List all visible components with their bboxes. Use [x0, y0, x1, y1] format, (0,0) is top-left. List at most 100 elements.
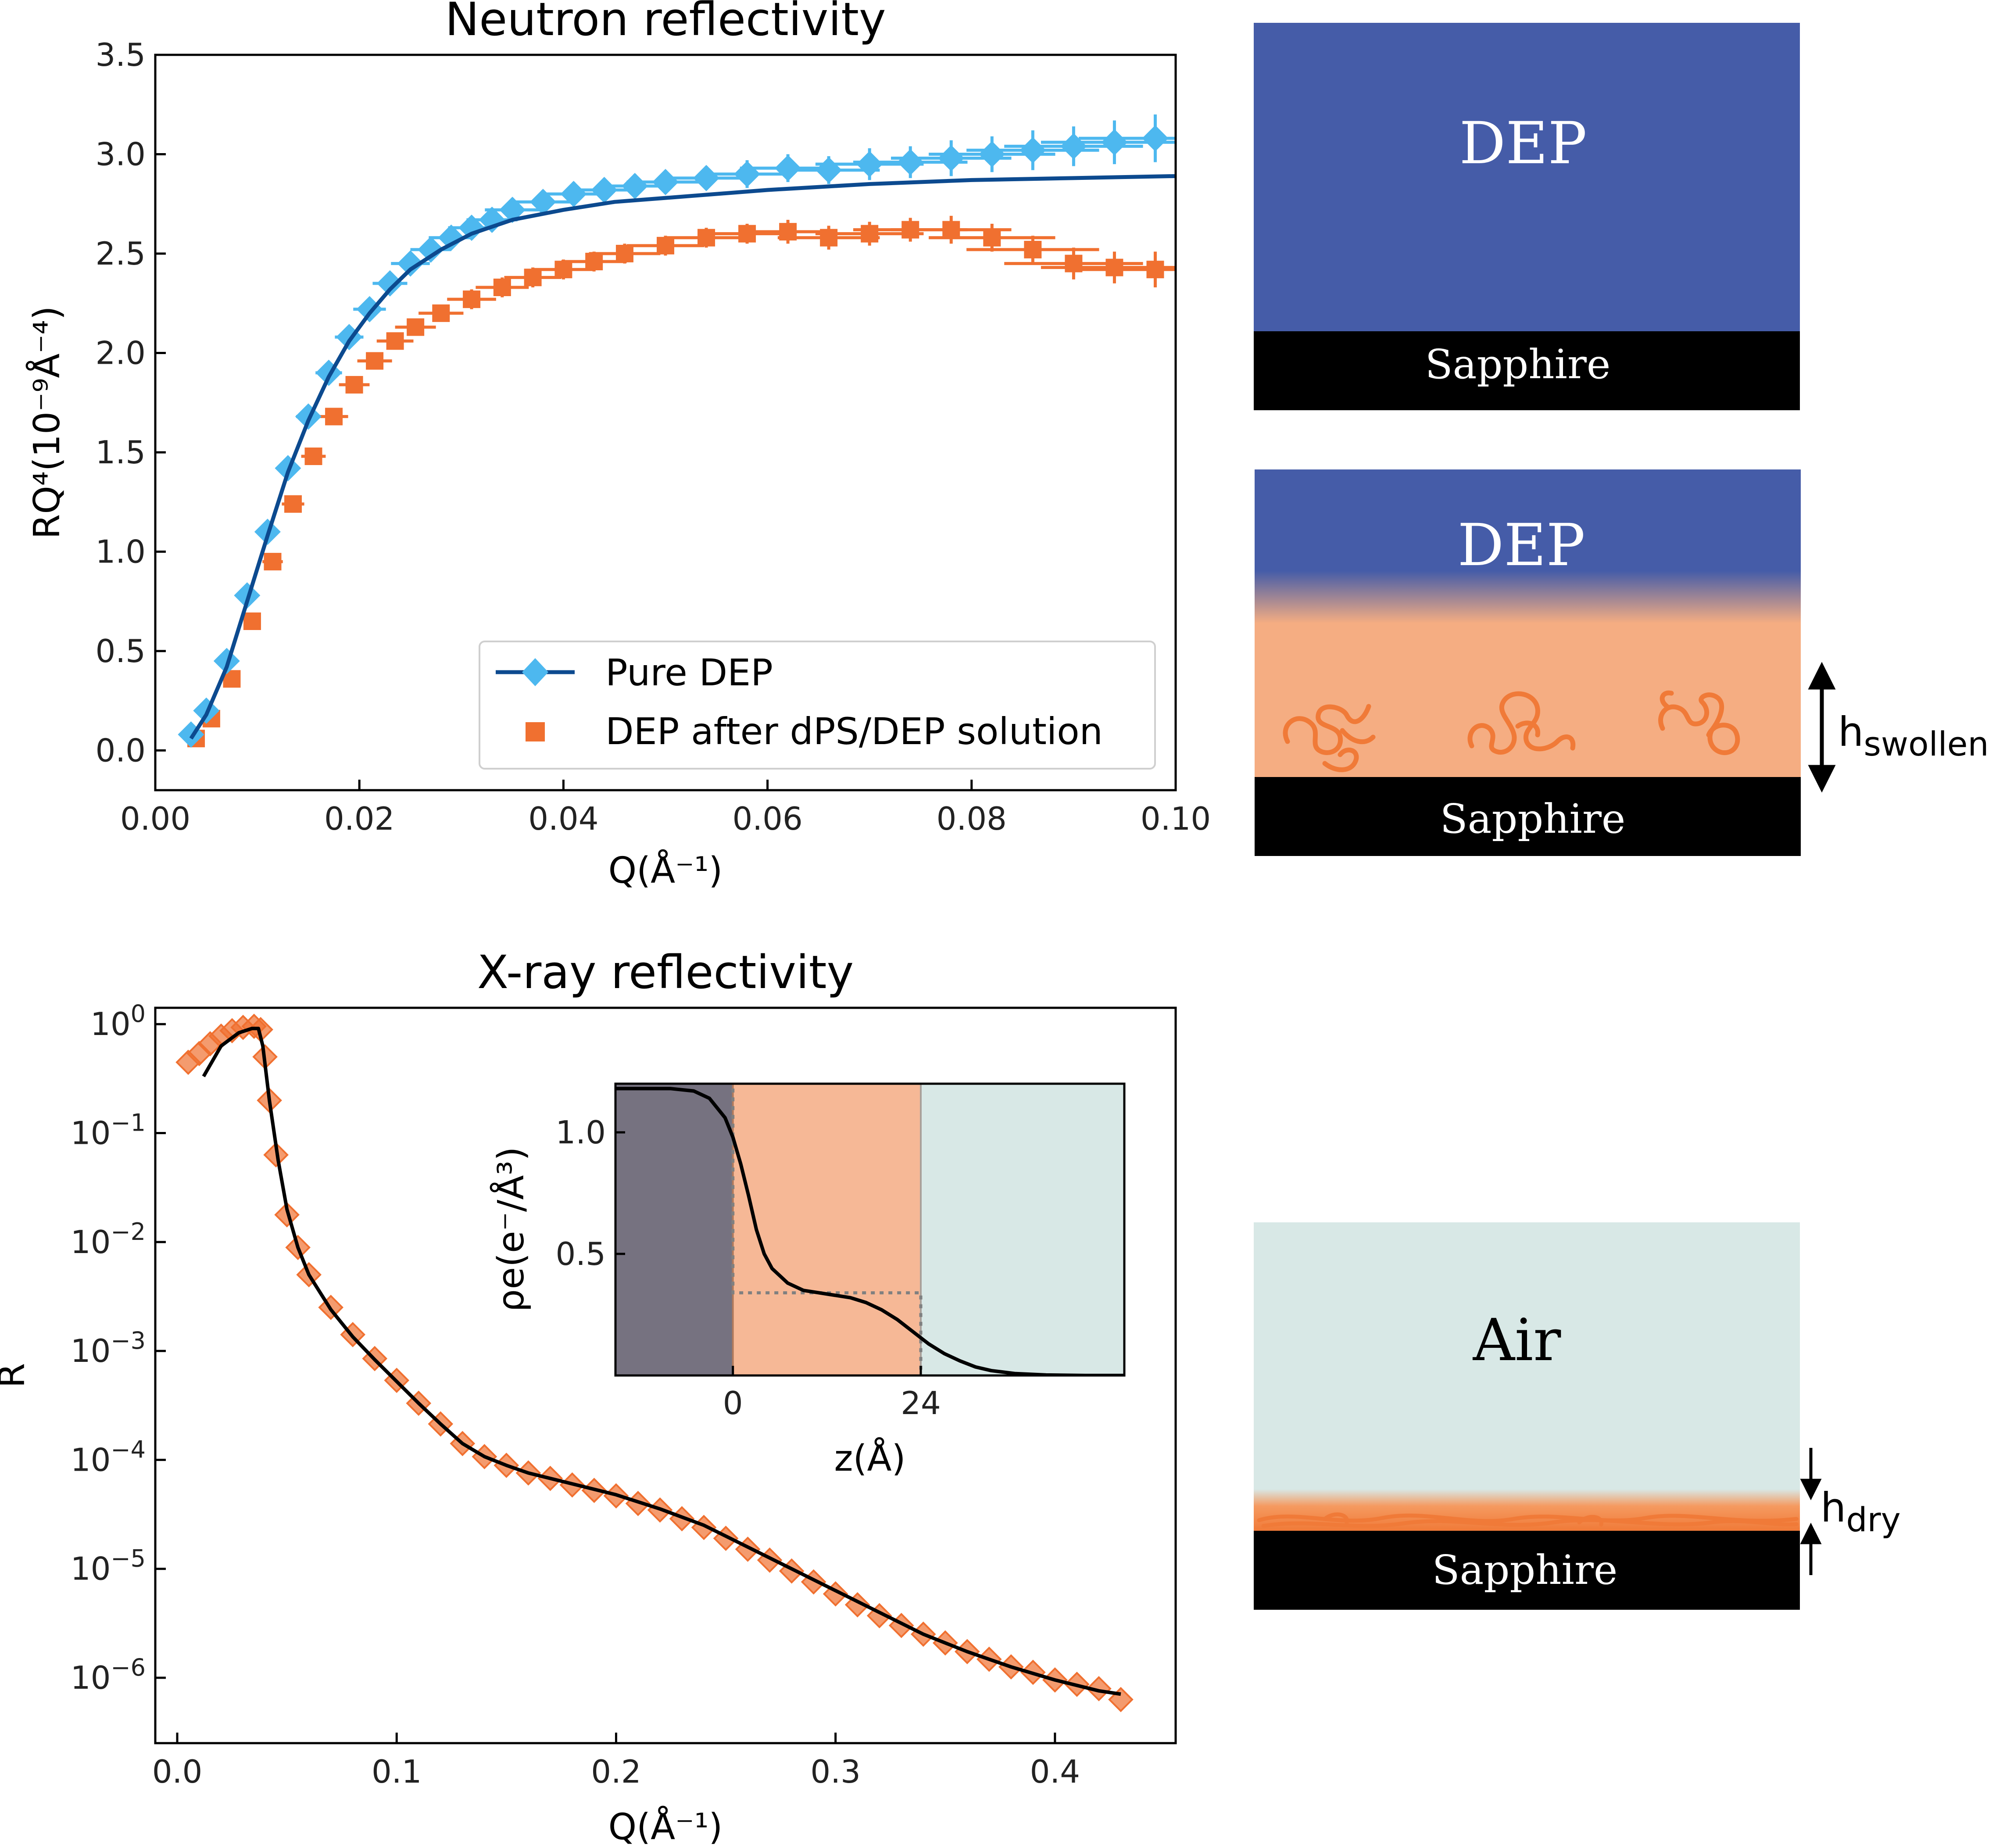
data-point-pure-dep — [418, 236, 444, 263]
x-tick-label: 0.1 — [372, 1753, 422, 1790]
data-point-pure-dep — [652, 168, 679, 195]
data-point-pure-dep — [816, 157, 842, 183]
data-point-pure-dep — [1019, 137, 1046, 164]
x-tick-label: 0.02 — [324, 800, 394, 837]
data-point-pure-dep — [897, 149, 924, 175]
neutron-x-ticks: 0.00 0.02 0.04 0.06 0.08 0.10 — [120, 780, 1211, 837]
xray-x-ticks: 0.0 0.1 0.2 0.3 0.4 — [152, 1733, 1080, 1790]
data-point-pure-dep — [734, 161, 761, 187]
fit-line-pure-dep — [189, 174, 1176, 740]
data-point-dep-after — [615, 244, 633, 262]
swollen-layer — [1255, 469, 1801, 777]
data-point-xray — [779, 1558, 805, 1584]
data-point-pure-dep — [529, 189, 556, 215]
x-tick-label: 0.0 — [152, 1753, 203, 1790]
y-tick-label: 0.5 — [95, 633, 146, 670]
dep-layer-label: DEP — [1459, 110, 1587, 177]
dep-layer-label: DEP — [1457, 512, 1585, 579]
neutron-axes-frame — [154, 54, 1177, 791]
inset-x-ticks: 0 24 — [723, 1366, 941, 1422]
data-point-pure-dep — [376, 270, 403, 297]
y-tick-label: 10−5 — [71, 1545, 146, 1587]
legend-label-dep-after: DEP after dPS/DEP solution — [605, 710, 1103, 753]
legend-diamond-marker — [522, 658, 548, 686]
sapphire-substrate — [1255, 777, 1801, 856]
polymer-chain — [1261, 1518, 1799, 1528]
x-tick-label: 0.08 — [937, 800, 1007, 837]
data-point-dep-after — [463, 290, 481, 308]
xray-panel: X-ray reflectivity 0.0 0.1 0.2 0.3 0.4 10010… — [0, 945, 1177, 1848]
y-tick-label: 1.0 — [95, 533, 146, 570]
data-point-dep-after — [264, 553, 282, 571]
data-point-dep-after — [493, 278, 511, 296]
data-point-dep-after — [432, 304, 450, 322]
data-point-dep-after — [738, 225, 756, 243]
polymer-coils — [1283, 690, 1740, 772]
schematic-dry: Air Sapphire hdry — [1254, 1222, 1901, 1610]
data-point-xray — [1086, 1676, 1112, 1701]
y-tick-label: 3.5 — [95, 36, 146, 73]
data-point-xray — [823, 1581, 848, 1607]
y-tick-label: 10−2 — [71, 1218, 146, 1261]
dep-layer — [1254, 23, 1800, 331]
y-tick-label: 10−1 — [71, 1109, 146, 1152]
sapphire-substrate — [1254, 331, 1800, 410]
xray-fit-layer — [202, 1027, 1121, 1696]
xray-inset: 0 24 0.5 1.0 z(Å) ρe(e⁻/Å³) — [490, 1082, 1126, 1479]
data-point-dep-after — [585, 253, 603, 271]
xray-y-axis-label: R — [0, 1363, 33, 1388]
y-tick-label: 10−3 — [71, 1327, 146, 1369]
data-point-dep-after — [304, 448, 322, 466]
polymer-coil — [1467, 691, 1576, 755]
x-tick-label: 0.3 — [810, 1753, 861, 1790]
dry-height-label: hdry — [1821, 1484, 1901, 1539]
polymer-chain — [1323, 1512, 1603, 1527]
x-tick-label: 0.2 — [591, 1753, 641, 1790]
inset-y-tick-label: 0.5 — [555, 1236, 606, 1272]
x-tick-label: 0.06 — [732, 800, 802, 837]
inset-axes-frame — [614, 1082, 1126, 1377]
y-tick-label: 3.0 — [95, 136, 146, 172]
data-point-dep-after — [657, 236, 674, 254]
fit-line-xray — [202, 1027, 1121, 1696]
data-point-xray — [757, 1547, 783, 1573]
data-point-pure-dep — [775, 155, 801, 182]
sapphire-substrate — [1254, 1531, 1800, 1610]
neutron-y-axis-label: RQ⁴(10⁻⁹Å⁻⁴) — [26, 306, 68, 539]
data-point-dep-after — [942, 221, 960, 239]
data-point-dep-after — [554, 261, 572, 279]
x-tick-label: 0.00 — [120, 800, 190, 837]
data-point-pure-dep — [938, 145, 965, 172]
inset-regions — [615, 1084, 1124, 1375]
y-tick-label: 0.0 — [95, 732, 146, 769]
inset-region-air — [921, 1084, 1124, 1375]
data-point-pure-dep — [622, 172, 648, 199]
polymer-coil — [1322, 747, 1359, 772]
data-point-dep-after — [983, 229, 1001, 247]
inset-step-profile — [731, 1089, 923, 1375]
xray-x-axis-label: Q(Å⁻¹) — [608, 1806, 723, 1848]
data-point-pure-dep — [693, 165, 720, 191]
x-tick-label: 0.04 — [528, 800, 598, 837]
data-point-dep-after — [1065, 254, 1083, 272]
data-point-pure-dep — [591, 177, 618, 204]
polymer-coil — [1515, 720, 1540, 738]
data-point-dep-after — [697, 229, 715, 247]
data-point-dep-after — [861, 225, 879, 243]
y-tick-label: 2.0 — [95, 334, 146, 371]
data-point-pure-dep — [1101, 129, 1128, 156]
sapphire-label: Sapphire — [1425, 341, 1611, 388]
legend-box — [479, 641, 1156, 770]
data-point-dep-after — [901, 221, 919, 239]
y-tick-label: 1.5 — [95, 434, 146, 471]
y-tick-label: 100 — [90, 1000, 146, 1042]
polymer-coil — [1658, 690, 1740, 755]
data-point-dep-after — [779, 223, 797, 241]
y-tick-label: 10−4 — [71, 1436, 146, 1478]
neutron-data-points — [178, 125, 1169, 748]
data-point-xray — [866, 1603, 892, 1629]
data-point-dep-after — [1105, 258, 1123, 276]
xray-title: X-ray reflectivity — [477, 945, 854, 999]
xray-y-ticks: 100 10−1 10−2 10−3 10−4 10−5 10−6 — [71, 1000, 166, 1696]
